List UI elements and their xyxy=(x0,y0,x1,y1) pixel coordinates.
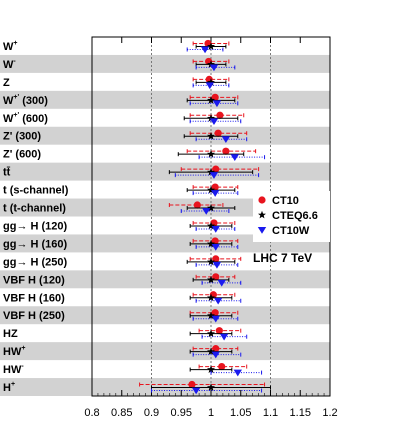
row-label: HW+ xyxy=(3,345,25,358)
ct10-point xyxy=(188,380,196,389)
data-marks xyxy=(139,39,271,395)
ct10w-point xyxy=(191,387,201,395)
x-tick-label: 1.05 xyxy=(230,407,251,419)
x-tick-label: 0.9 xyxy=(144,407,159,419)
cteq6-6-point xyxy=(207,221,215,230)
ct10w-point xyxy=(209,172,219,179)
row-band xyxy=(0,162,330,181)
row-label: HZ xyxy=(3,328,18,340)
legend-box xyxy=(253,191,330,242)
row-label: W+ xyxy=(3,40,17,53)
ct10w-point xyxy=(233,369,242,377)
legend-cteq6-6-point xyxy=(258,210,266,219)
ct10w-point xyxy=(211,226,220,233)
row-label: tt̄ xyxy=(3,167,11,179)
row-label: Z' (600) xyxy=(3,149,41,161)
ct10w-point xyxy=(213,297,223,305)
row-label: VBF H (160) xyxy=(3,292,65,304)
ct10w-point xyxy=(200,46,210,54)
ct10w-point xyxy=(209,64,219,72)
x-tick-label: 1.15 xyxy=(290,407,311,419)
cteq6-6-point xyxy=(207,347,215,356)
row-band xyxy=(0,54,330,73)
row-label: Z' (300) xyxy=(3,131,41,143)
row-label: Z xyxy=(3,77,10,89)
cteq6-6-point xyxy=(207,114,215,122)
legend-label-cteq6-6: CTEQ6.6 xyxy=(272,210,318,222)
row-band xyxy=(0,306,330,325)
ct10w-point xyxy=(221,136,231,144)
ct10w-point xyxy=(230,154,239,161)
legend-ct10w-point xyxy=(257,227,267,234)
x-tick-label: 0.85 xyxy=(111,407,132,419)
ct10-point xyxy=(214,129,222,137)
x-tick-label: 1 xyxy=(208,407,214,419)
legend-ct10-point xyxy=(258,196,266,204)
cteq6-6-point xyxy=(207,257,215,266)
cteq6-6-point xyxy=(207,311,215,320)
legend: CT10 CTEQ6.6 CT10W xyxy=(253,191,330,242)
row-label: gg→ H (250) xyxy=(3,256,68,268)
cteq6-6-point xyxy=(207,293,215,302)
cteq6-6-point xyxy=(207,167,215,176)
row-label: t (t-channel) xyxy=(3,203,66,215)
ct10w-point xyxy=(202,208,211,215)
row-band xyxy=(0,90,330,109)
ct10w-point xyxy=(212,100,222,108)
ct10-point xyxy=(193,201,201,209)
cteq6-6-point xyxy=(207,203,215,212)
ct10w-point xyxy=(219,333,229,341)
cteq6-6-point xyxy=(207,132,215,140)
cteq6-6-point xyxy=(207,60,215,68)
cteq6-6-point xyxy=(207,96,215,104)
ct10-point xyxy=(222,147,230,155)
ct10-point xyxy=(215,327,223,335)
row-label: H+ xyxy=(3,381,15,394)
energy-annotation: LHC 7 TeV xyxy=(253,251,312,265)
row-label: W+' (600) xyxy=(3,112,48,125)
row-label: W+' (300) xyxy=(3,94,48,107)
row-labels: W+ W- Z W+' (300) W+' (600) Z' (300) Z' (600) t… xyxy=(3,40,69,394)
cteq6-6-point xyxy=(207,42,215,50)
cteq6-6-point xyxy=(207,275,215,284)
x-tick-label: 1.2 xyxy=(322,407,337,419)
row-bands xyxy=(0,54,330,396)
ct10-point xyxy=(218,362,226,371)
x-tick-label: 0.8 xyxy=(84,407,99,419)
cteq6-6-point xyxy=(207,383,215,391)
x-tick-label: 1.1 xyxy=(263,407,278,419)
ct10w-point xyxy=(209,118,219,126)
ct10w-point xyxy=(217,279,226,287)
cteq6-6-point xyxy=(207,365,215,373)
row-label: HW- xyxy=(3,363,24,376)
legend-label-ct10w: CT10W xyxy=(272,225,310,237)
row-label: t (s-channel) xyxy=(3,185,69,197)
row-label: W- xyxy=(3,58,16,71)
row-label: VBF H (250) xyxy=(3,310,65,322)
row-band xyxy=(0,342,330,361)
row-label: gg→ H (160) xyxy=(3,238,68,250)
row-band xyxy=(0,270,330,289)
cteq6-6-point xyxy=(207,239,215,248)
row-band xyxy=(0,234,330,253)
cteq6-6-point xyxy=(207,329,215,338)
ct10w-point xyxy=(205,82,215,90)
ct10w-point xyxy=(211,243,220,251)
ct10w-point xyxy=(211,315,220,323)
row-label: gg→ H (120) xyxy=(3,220,68,232)
row-band xyxy=(0,198,330,217)
cteq6-6-point xyxy=(207,185,215,194)
x-axis: 0.8 0.85 0.9 0.95 1 1.05 1.1 1.15 1.2 xyxy=(84,37,338,419)
row-band xyxy=(0,126,330,145)
legend-label-ct10: CT10 xyxy=(272,195,299,207)
ct10w-point xyxy=(210,190,220,197)
ct10w-point xyxy=(211,351,220,359)
row-label: VBF H (120) xyxy=(3,274,65,286)
ct10-point xyxy=(216,111,224,119)
cteq6-6-point xyxy=(207,78,215,86)
cteq6-6-point xyxy=(207,149,215,158)
x-tick-label: 0.95 xyxy=(171,407,192,419)
ct10w-point xyxy=(212,261,222,269)
